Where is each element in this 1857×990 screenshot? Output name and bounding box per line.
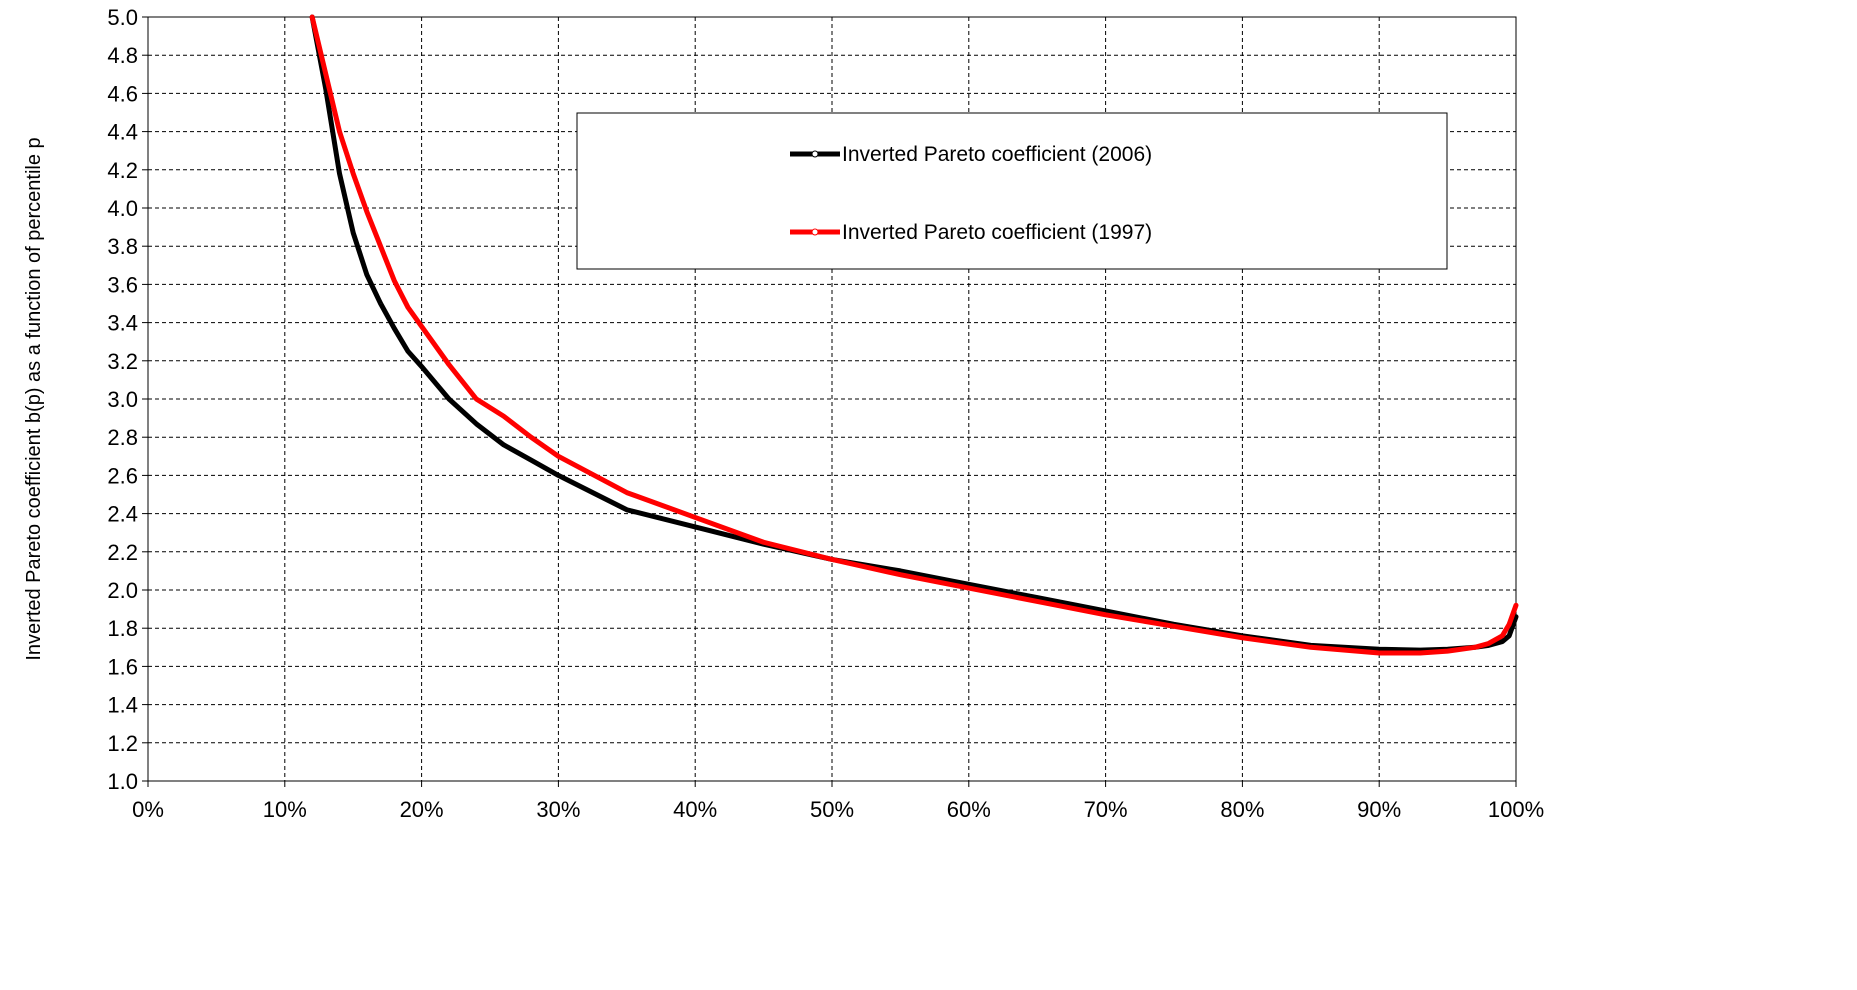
legend-entries: Inverted Pareto coefficient (2006) Invert… — [790, 143, 1152, 244]
legend-box — [576, 112, 1448, 270]
y-tick-labels: 1.0 1.2 1.4 1.6 1.8 2.0 2.2 2.4 2.6 2.8 3.0 3.2 3.4 3… — [107, 5, 138, 794]
x-tick-label: 40% — [673, 797, 717, 822]
plot-frame — [147, 16, 1517, 782]
y-tick-label: 1.8 — [107, 616, 138, 641]
y-tick-label: 3.6 — [107, 272, 138, 297]
x-tick-label: 90% — [1357, 797, 1401, 822]
y-tick-label: 1.2 — [107, 731, 138, 756]
y-tick-label: 2.2 — [107, 540, 138, 565]
y-tick-label: 4.6 — [107, 81, 138, 106]
legend-marker — [811, 150, 819, 158]
x-tick-label: 70% — [1084, 797, 1128, 822]
legend-label: Inverted Pareto coefficient (2006) — [842, 143, 1152, 166]
y-tick-label: 2.4 — [107, 502, 138, 527]
y-axis-title: Inverted Pareto coefficient b(p) as a fu… — [23, 137, 45, 660]
y-tick-label: 1.6 — [107, 654, 138, 679]
y-tick-label: 4.8 — [107, 43, 138, 68]
legend-label: Inverted Pareto coefficient (1997) — [842, 221, 1152, 244]
y-tick-label: 3.0 — [107, 387, 138, 412]
x-tick-label: 100% — [1488, 797, 1544, 822]
y-tick-label: 3.8 — [107, 234, 138, 259]
x-tick-label: 30% — [536, 797, 580, 822]
legend: Inverted Pareto coefficient (2006) Invert… — [576, 112, 1448, 270]
x-tick-labels: 0% 10% 20% 30% 40% 50% 60% 70% 80% 90% 100% — [132, 797, 1544, 822]
x-tick-label: 60% — [947, 797, 991, 822]
y-tick-label: 5.0 — [107, 5, 138, 30]
y-tick-label: 2.8 — [107, 425, 138, 450]
x-tick-label: 50% — [810, 797, 854, 822]
x-tick-label: 80% — [1220, 797, 1264, 822]
y-tick-label: 4.0 — [107, 196, 138, 221]
y-tick-label: 3.4 — [107, 311, 138, 336]
series-line-1 — [309, 14, 1519, 656]
y-tick-label: 4.2 — [107, 158, 138, 183]
y-tick-label: 1.0 — [107, 769, 138, 794]
y-tick-label: 1.4 — [107, 693, 138, 718]
legend-marker — [811, 228, 819, 236]
x-tick-label: 10% — [263, 797, 307, 822]
y-tick-label: 3.2 — [107, 349, 138, 374]
x-tick-label: 20% — [400, 797, 444, 822]
y-tick-label: 2.6 — [107, 463, 138, 488]
y-tick-label: 4.4 — [107, 120, 138, 145]
series-lines — [309, 14, 1519, 656]
y-tick-label: 2.0 — [107, 578, 138, 603]
x-tick-label: 0% — [132, 797, 164, 822]
